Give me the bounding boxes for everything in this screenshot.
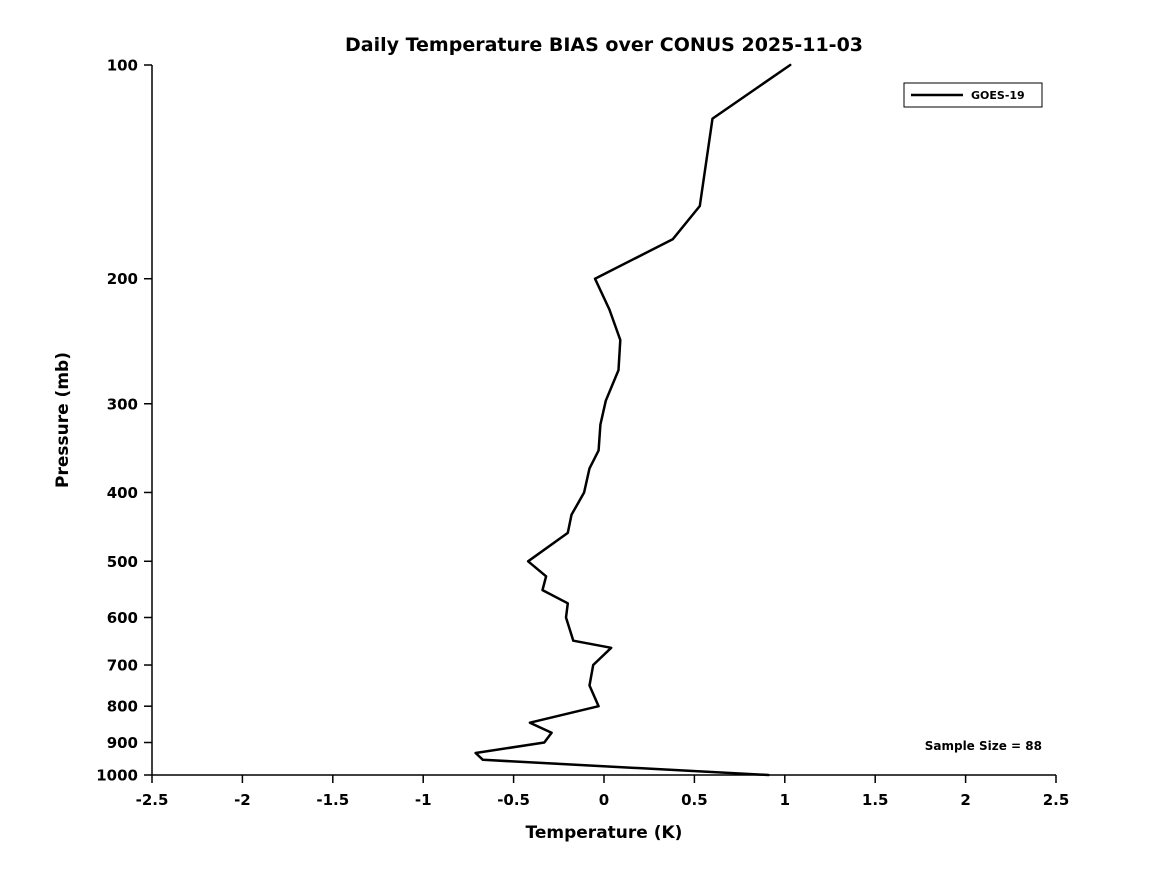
x-tick-label: -0.5 [497, 791, 530, 809]
y-tick-label: 300 [107, 395, 138, 413]
y-tick-label: 800 [107, 698, 138, 716]
x-axis-label: Temperature (K) [526, 823, 683, 843]
y-tick-label: 700 [107, 657, 138, 675]
x-tick-label: -1 [415, 791, 432, 809]
x-tick-label: 1.5 [862, 791, 889, 809]
x-tick-label: -2 [234, 791, 251, 809]
x-tick-label: 0 [599, 791, 609, 809]
legend: GOES-19 [903, 82, 1043, 108]
y-axis-ticks: 100 200 300 400 500 600 700 800 900 1000 [96, 57, 152, 785]
x-axis-ticks: -2.5 -2 -1.5 -1 -0.5 0 0.5 1 1.5 2 2.5 [136, 775, 1070, 809]
y-tick-label: 500 [107, 553, 138, 571]
x-tick-label: 2.5 [1043, 791, 1070, 809]
y-tick-label: 1000 [96, 767, 138, 785]
y-tick-label: 100 [107, 57, 138, 75]
legend-entry-label: GOES-19 [971, 89, 1025, 102]
x-tick-label: -1.5 [316, 791, 349, 809]
x-tick-label: 1 [780, 791, 790, 809]
y-axis-label: Pressure (mb) [53, 352, 73, 488]
goes19-bias-line [474, 63, 792, 777]
y-tick-label: 600 [107, 609, 138, 627]
chart-title: Daily Temperature BIAS over CONUS 2025-1… [345, 34, 863, 56]
y-tick-label: 900 [107, 734, 138, 752]
y-tick-label: 200 [107, 270, 138, 288]
x-tick-label: -2.5 [136, 791, 169, 809]
x-tick-label: 0.5 [681, 791, 708, 809]
x-tick-label: 2 [960, 791, 970, 809]
y-tick-label: 400 [107, 484, 138, 502]
sample-size-annotation: Sample Size = 88 [925, 739, 1042, 753]
